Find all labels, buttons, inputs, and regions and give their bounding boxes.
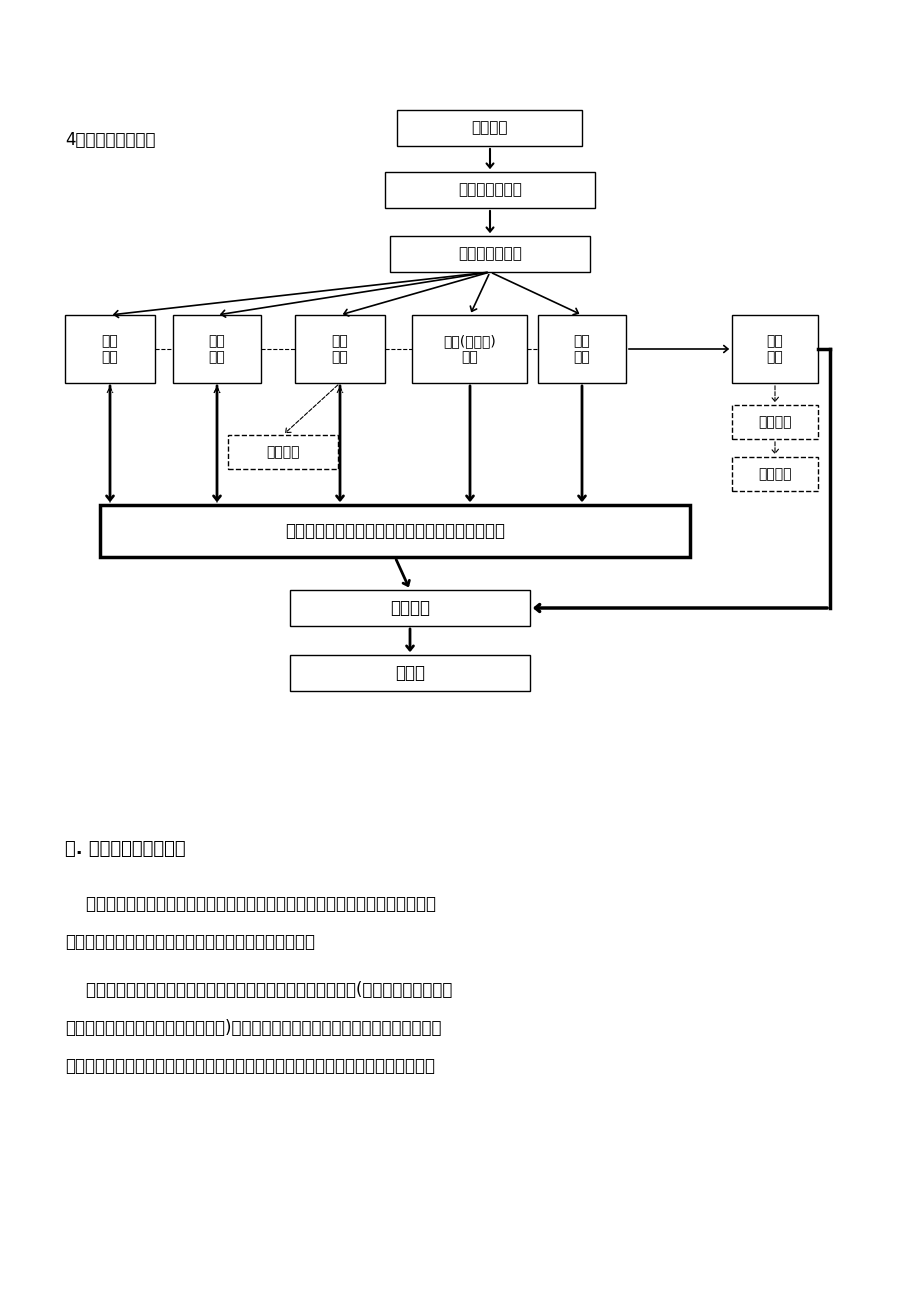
Bar [538,315,625,383]
Bar [384,172,595,208]
Text: 吊顶
工程: 吊顶 工程 [101,333,119,365]
Bar [289,655,529,691]
Text: 门窗工程: 门窗工程 [266,445,300,460]
Bar [65,315,154,383]
Bar [295,315,384,383]
Text: 电气(含布线)
工程: 电气(含布线) 工程 [443,333,496,365]
Text: 三. 施工进度保障措施：: 三. 施工进度保障措施： [65,840,186,858]
Bar [412,315,527,383]
Text: 4、施工顺序流程：: 4、施工顺序流程： [65,132,155,148]
Text: 消防报警、消防自动灭火装置安装等)找出影响工程进度的关键工序，便于管理人员集: 消防报警、消防自动灭火装置安装等)找出影响工程进度的关键工序，便于管理人员集 [65,1019,441,1036]
Bar [228,435,337,469]
Bar [732,457,817,491]
Text: 设备调试: 设备调试 [757,415,791,428]
Text: 中精力抓住施工中的主要矛盾，利于避免重复施工、无效益返工和盲目抢工，确保施: 中精力抓住施工中的主要矛盾，利于避免重复施工、无效益返工和盲目抢工，确保施 [65,1057,435,1075]
Text: 明确地反映出各工序之间的相互制约和相互依赖的关系。: 明确地反映出各工序之间的相互制约和相互依赖的关系。 [65,934,314,950]
Text: 墙面
柱面: 墙面 柱面 [209,333,225,365]
Text: 设备
安装: 设备 安装 [766,333,782,365]
Text: 设备验收: 设备验收 [757,467,791,480]
Bar [173,315,261,383]
Text: 总验收: 总验收 [394,664,425,682]
Bar [289,590,529,626]
Text: 利用网络计划法把施工对象的各有关施工过程组成一个有机整体，因此能全面、: 利用网络计划法把施工对象的各有关施工过程组成一个有机整体，因此能全面、 [65,894,436,913]
Text: 现场清理: 现场清理 [471,121,507,135]
Bar [100,505,689,557]
Text: 进行各工序的时间参数计算，在工序繁多、错综复杂的计划中(包括机房设备安装、: 进行各工序的时间参数计算，在工序繁多、错综复杂的计划中(包括机房设备安装、 [65,980,452,999]
Text: 地面
工程: 地面 工程 [573,333,590,365]
Text: 主要材料采购进: 主要材料采购进 [458,182,521,198]
Bar [397,109,582,146]
Bar [732,405,817,439]
Text: 隔断
工程: 隔断 工程 [331,333,348,365]
Text: 现场测量、划线: 现场测量、划线 [458,246,521,262]
Text: 同时开展，相互协调，自检，互检，隐蔽工程检验: 同时开展，相互协调，自检，互检，隐蔽工程检验 [285,522,505,540]
Bar [732,315,817,383]
Bar [390,236,589,272]
Text: 分项验收: 分项验收 [390,599,429,617]
